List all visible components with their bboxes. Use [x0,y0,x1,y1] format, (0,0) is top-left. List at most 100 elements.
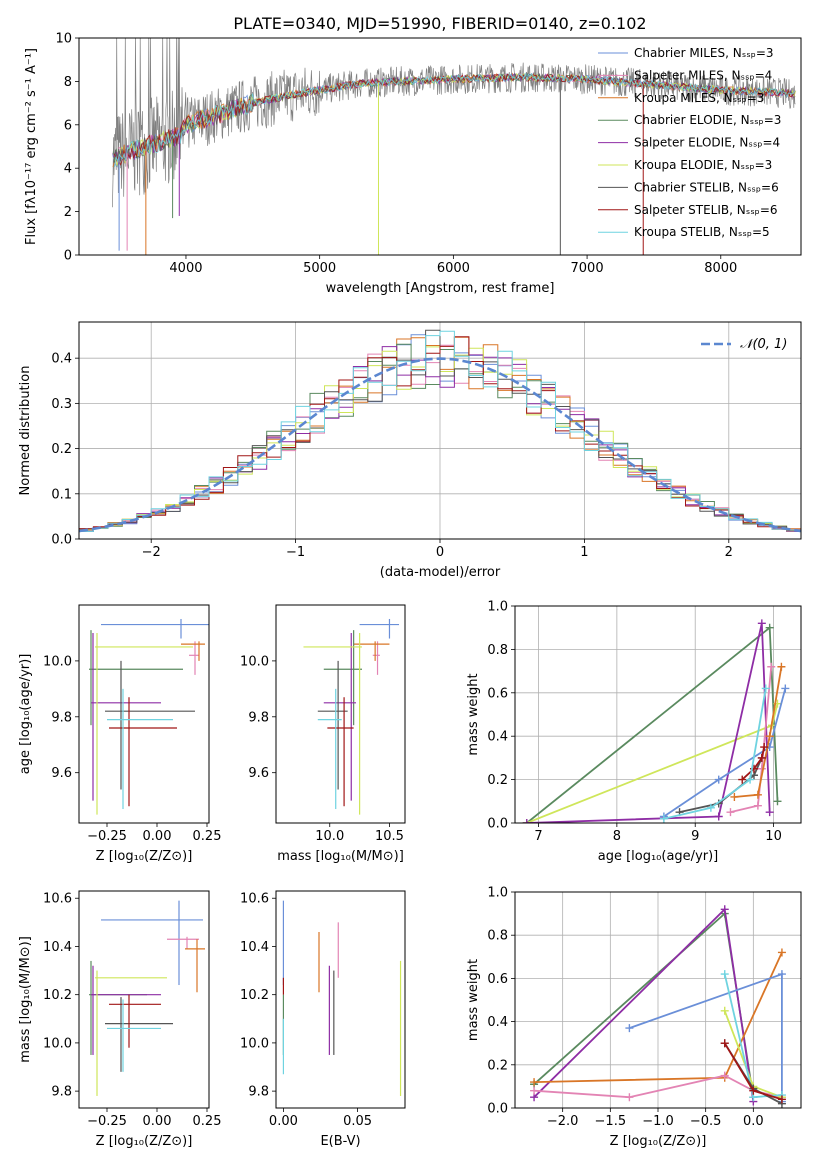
plus-marker [659,814,668,823]
x-tick-label: −1.5 [595,1114,627,1129]
legend-label: 𝒩(0, 1) [740,337,787,352]
x-tick-label: 0 [436,545,444,560]
x-tick-label: 5000 [303,261,336,276]
panel-spectrum: 4000 5000 6000 7000 8000 0 2 4 6 8 10 wavelength [A… [24,32,802,296]
series-chabrier-elodie [530,909,758,1102]
y-tick-label: 0.4 [487,730,508,745]
plot-area [89,618,209,815]
panel-weight_vs_Z: −2.0 −1.5 −1.0 −0.5 0.0 0.0 0.2 0.4 0.6 0.8 1.0 Z [… [466,886,802,1149]
plot-area [515,606,801,823]
plus-marker [714,812,723,821]
x-tick-label: 0.00 [143,829,172,844]
y-tick-label: 9.8 [51,1085,72,1100]
axes-frame [78,321,802,540]
plot-area [303,618,400,815]
panel-mass_vs_ebv: 0.00 0.05 9.8 10.0 10.2 10.4 10.6 E(B-V) [240,890,406,1149]
y-tick-label: 10.2 [43,988,72,1003]
x-tick-label: 7000 [571,261,604,276]
legend-label: Kroupa STELIB, Nₛₛₚ=5 [634,225,770,239]
y-tick-label: 1.0 [487,886,508,901]
x-tick-label: −2 [142,545,161,560]
x-axis-label: age [log₁₀(age/yr)] [598,849,719,864]
x-tick-label: 8000 [704,261,737,276]
axes-frame [78,604,210,824]
plus-marker [720,970,729,979]
y-tick-label: 0.8 [487,929,508,944]
x-tick-label: 2 [725,545,733,560]
y-tick-label: 10.0 [240,1036,269,1051]
y-axis-label: Normed distribution [18,366,33,496]
plus-marker [530,1086,539,1095]
plus-marker [753,801,762,810]
errorbar-kroupa-miles [181,641,205,661]
plus-marker [720,905,729,914]
y-tick-label: 0.6 [487,686,508,701]
y-tick-label: 4 [64,162,72,177]
plus-marker [765,732,774,741]
plus-marker [720,1006,729,1015]
plus-marker [757,753,766,762]
y-tick-label: 1.0 [487,600,508,615]
series-line [663,688,767,820]
plus-marker [765,808,774,817]
y-tick-label: 10.0 [240,654,269,669]
legend-label: Salpeter ELODIE, Nₛₛₚ=4 [634,136,780,150]
y-axis-label: age [log₁₀(age/yr)] [18,654,33,775]
plus-marker [761,684,770,693]
errorbar-salpeter-miles [167,936,199,949]
x-axis-label: mass [log₁₀(M/M⊙)] [277,849,404,864]
x-tick-label: 10 [765,829,782,844]
normal-curve [79,357,801,533]
series-salpeter-stelib [738,743,769,784]
errorbar-chabrier-stelib [317,660,348,790]
series-salpeter-stelib [720,1039,786,1104]
errorbar-salpeter-elodie [91,965,161,1055]
legend-label: Chabrier ELODIE, Nₛₛₚ=3 [634,113,781,127]
y-tick-label: 10.2 [240,988,269,1003]
y-tick-label: 0.6 [487,972,508,987]
y-tick-label: 9.8 [248,710,269,725]
series-kroupa-stelib [659,684,770,823]
errorbar-salpeter-elodie [323,632,357,801]
errorbar-chabrier-miles [101,618,209,639]
y-tick-label: 10.6 [240,892,269,907]
plus-marker [749,1086,758,1095]
y-tick-label: 10.4 [240,940,269,955]
y-tick-label: 9.8 [51,710,72,725]
series-line [663,688,787,818]
y-tick-label: 0 [64,249,72,264]
x-tick-label: 1 [580,545,588,560]
x-tick-label: 0.05 [343,1114,372,1129]
y-tick-label: 0.0 [51,533,72,548]
errorbar-chabrier-miles [359,618,400,639]
plot-area [282,900,402,1096]
plus-marker [773,797,782,806]
plot-area [89,900,205,1096]
axes-frame [275,604,406,824]
y-tick-label: 9.8 [248,1085,269,1100]
x-tick-label: 4000 [169,261,202,276]
y-tick-label: 9.6 [248,766,269,781]
model-kroupa-stelib [114,72,796,167]
errorbar-salpeter-stelib [109,697,177,807]
panel-weight_vs_age: 7 8 9 10 0.0 0.2 0.4 0.6 0.8 1.0 age [log₁₀(age/yr… [466,600,802,864]
plus-marker [765,623,774,632]
y-tick-label: 8 [64,75,72,90]
plus-marker [777,970,786,979]
errorbar-chabrier-stelib [105,660,195,790]
legend: 𝒩(0, 1) [701,337,787,352]
plus-marker [777,662,786,671]
errorbar-kroupa-stelib [317,688,342,810]
errorbar-kroupa-miles [185,939,205,993]
errorbar-kroupa-elodie [303,632,362,815]
x-tick-label: −1 [286,545,305,560]
y-axis-label: mass weight [466,959,481,1041]
x-tick-label: 9 [691,829,699,844]
series-line [533,911,755,1098]
panel-residuals: −2 −1 0 1 2 0.0 0.1 0.2 0.3 0.4 (data-model)/error… [18,321,802,580]
legend-label: Kroupa MILES, Nₛₛₚ=3 [634,91,764,105]
errorbar-salpeter-miles [372,641,380,675]
x-tick-label: −2.0 [547,1114,579,1129]
legend-label: Chabrier STELIB, Nₛₛₚ=6 [634,180,779,194]
